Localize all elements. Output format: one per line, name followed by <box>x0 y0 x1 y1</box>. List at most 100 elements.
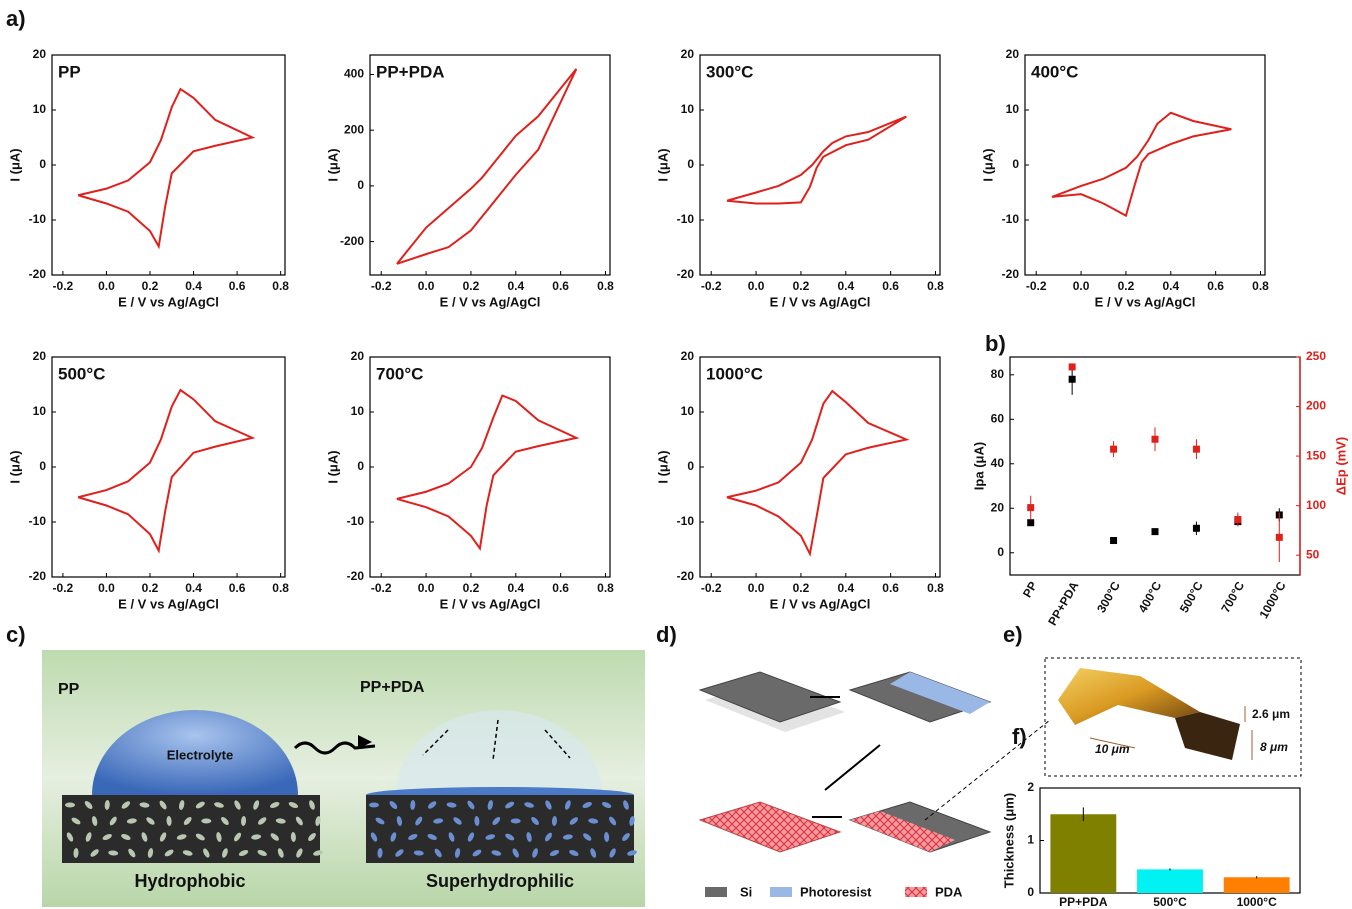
legend-label: PDA <box>935 884 963 899</box>
x-tick-label: 0.8 <box>597 581 614 595</box>
y-tick-label: 0 <box>997 545 1004 559</box>
y-tick-label: 0 <box>39 157 46 171</box>
y-tick-label: 0 <box>1027 885 1034 899</box>
y-tick-label: 20 <box>991 500 1005 514</box>
chart-title: 400°C <box>1031 62 1078 81</box>
x-tick-label: 0.6 <box>1207 279 1224 293</box>
x-axis-label: E / V vs Ag/AgCl <box>440 294 541 309</box>
point <box>1152 528 1159 535</box>
x-tick-label: 0.4 <box>837 279 854 293</box>
x-tick-label: 0.4 <box>837 581 854 595</box>
x-tick-label: 0.2 <box>793 581 810 595</box>
y-tick-label: 2 <box>1027 780 1034 794</box>
y-axis-label: I (μA) <box>325 148 340 181</box>
plot-frame <box>700 357 940 577</box>
panel-label: b) <box>985 331 1006 356</box>
y-tick-label: -10 <box>29 212 47 226</box>
y-tick-label: 1 <box>1027 833 1034 847</box>
y-tick-label: -20 <box>677 267 695 281</box>
y-tick-label: 400 <box>344 67 364 81</box>
chart-title: 700°C <box>376 364 423 383</box>
y-tick-label: 20 <box>33 349 47 363</box>
afm-e: 2.6 μm 10 μm 8 μm <box>1045 658 1301 776</box>
bar <box>1050 814 1116 893</box>
y-tick-label: 20 <box>681 349 695 363</box>
y-tick-label: 0 <box>357 459 364 473</box>
y-axis-label: I (μA) <box>655 148 670 181</box>
y-tick-label: -10 <box>347 514 365 528</box>
x-tick-label: 0.4 <box>1162 279 1179 293</box>
x-axis-label: E / V vs Ag/AgCl <box>770 596 871 611</box>
x-tick-label: 0.8 <box>272 581 289 595</box>
pore <box>511 819 521 824</box>
y-axis-label: I (μA) <box>980 148 995 181</box>
x-axis-label: E / V vs Ag/AgCl <box>118 596 219 611</box>
x-tick-label: -0.2 <box>371 279 392 293</box>
y-tick-label: -10 <box>677 514 695 528</box>
y-axis-label: I (μA) <box>7 450 22 483</box>
x-tick-label: 0.0 <box>748 279 765 293</box>
label: 10 μm <box>1095 742 1130 756</box>
y2-tick-label: 200 <box>1306 399 1326 413</box>
x-tick-label: 1000°C <box>1237 895 1277 909</box>
plot-frame <box>370 55 610 275</box>
x-tick-label: 300°C <box>1094 579 1123 615</box>
y-tick-label: 10 <box>33 404 47 418</box>
panel-label: c) <box>6 622 26 647</box>
y-tick-label: 40 <box>991 456 1005 470</box>
plot-frame <box>52 357 285 577</box>
chart-title: 1000°C <box>706 364 763 383</box>
y-axis-label: Ipa (μA) <box>971 442 986 490</box>
y-tick-label: 200 <box>344 122 364 136</box>
x-tick-label: 0.8 <box>272 279 289 293</box>
x-tick-label: -0.2 <box>701 279 722 293</box>
x-tick-label: -0.2 <box>701 581 722 595</box>
legend-label: Photoresist <box>800 884 872 899</box>
label: PP <box>58 681 80 698</box>
pore <box>201 819 211 824</box>
x-tick-label: 0.0 <box>418 581 435 595</box>
x-tick-label: PP+PDA <box>1045 579 1081 628</box>
y-tick-label: 20 <box>33 47 47 61</box>
plot-frame <box>1025 55 1265 275</box>
label: 8 μm <box>1260 740 1288 754</box>
x-tick-label: 0.2 <box>463 581 480 595</box>
point <box>1027 504 1034 511</box>
point <box>1027 519 1034 526</box>
cv-curve <box>1052 113 1231 216</box>
pore <box>65 803 75 808</box>
x-tick-label: -0.2 <box>371 581 392 595</box>
cv-curve <box>397 69 576 264</box>
y2-tick-label: 150 <box>1306 448 1326 462</box>
x-tick-label: 0.4 <box>507 279 524 293</box>
diagram-d: Si Photoresist PDA <box>700 672 1050 899</box>
cv-curve <box>727 391 906 554</box>
point <box>1276 534 1283 541</box>
diagram-c: PP Electrolyte PP+PDA Hydrophobic Superh… <box>42 650 645 907</box>
y-tick-label: 0 <box>357 178 364 192</box>
x-tick-label: 0.0 <box>418 279 435 293</box>
y-tick-label: -20 <box>347 569 365 583</box>
y-axis-label: I (μA) <box>325 450 340 483</box>
x-tick-label: 0.6 <box>229 581 246 595</box>
label: Electrolyte <box>167 747 233 762</box>
cv-curve <box>78 89 252 246</box>
figure: a) b) c) d) e) f) PP Electrolyte PP+PDA … <box>0 0 1352 909</box>
panel-label: e) <box>1003 622 1023 647</box>
x-tick-label: 0.0 <box>748 581 765 595</box>
point <box>1234 516 1241 523</box>
cv-curve <box>397 396 576 549</box>
bar <box>1224 877 1290 893</box>
cv-curve <box>727 117 906 204</box>
x-tick-label: PP+PDA <box>1059 895 1108 909</box>
point <box>1110 446 1117 453</box>
y-tick-label: 0 <box>687 459 694 473</box>
y-tick-label: 10 <box>681 102 695 116</box>
x-tick-label: 0.8 <box>597 279 614 293</box>
y-tick-label: 20 <box>681 47 695 61</box>
point <box>1152 436 1159 443</box>
x-tick-label: 500°C <box>1177 579 1206 615</box>
chart-title: 300°C <box>706 62 753 81</box>
x-tick-label: -0.2 <box>1026 279 1047 293</box>
x-tick-label: 0.0 <box>1073 279 1090 293</box>
